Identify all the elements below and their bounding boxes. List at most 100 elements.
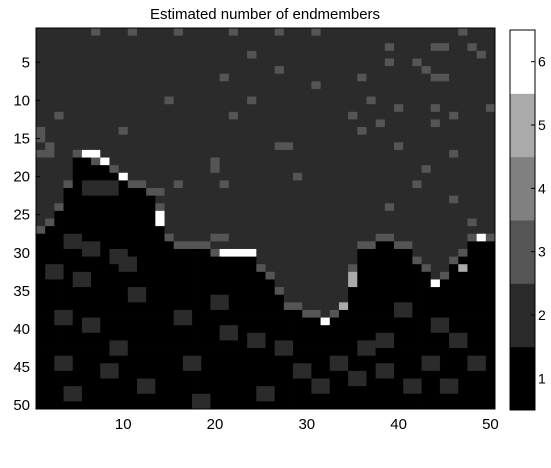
heatmap-cell xyxy=(201,58,211,67)
heatmap-cell xyxy=(412,28,422,37)
heatmap-cell xyxy=(274,355,285,364)
heatmap-cell xyxy=(476,317,487,326)
heatmap-cell xyxy=(136,348,147,357)
heatmap-cell xyxy=(256,111,266,120)
heatmap-cell xyxy=(329,302,340,311)
heatmap-cell xyxy=(91,218,101,227)
heatmap-cell xyxy=(91,58,101,67)
heatmap-cell xyxy=(247,73,257,82)
heatmap-cell xyxy=(182,294,193,303)
heatmap-cell xyxy=(348,340,358,349)
heatmap-cell xyxy=(127,96,138,105)
heatmap-cell xyxy=(274,348,285,357)
heatmap-cell xyxy=(403,248,413,257)
heatmap-cell xyxy=(375,210,386,219)
heatmap-cell xyxy=(247,287,257,296)
heatmap-cell xyxy=(237,172,248,181)
heatmap-cell xyxy=(237,348,248,357)
heatmap-cell xyxy=(283,88,294,97)
heatmap-cell xyxy=(265,355,276,364)
heatmap-cell xyxy=(430,370,441,379)
heatmap-cell xyxy=(320,309,331,318)
heatmap-cell xyxy=(192,386,202,395)
heatmap-cell xyxy=(394,248,404,257)
heatmap-cell xyxy=(485,81,496,90)
heatmap-cell xyxy=(72,370,83,379)
heatmap-cell xyxy=(237,340,248,349)
heatmap-cell xyxy=(403,210,413,219)
heatmap-cell xyxy=(311,66,321,75)
heatmap-cell xyxy=(228,386,239,395)
heatmap-cell xyxy=(81,393,92,402)
heatmap-cell xyxy=(421,104,432,113)
heatmap-cell xyxy=(63,378,74,387)
heatmap-cell xyxy=(366,188,377,197)
heatmap-cell xyxy=(375,226,386,235)
heatmap-cell xyxy=(91,340,101,349)
heatmap-cell xyxy=(146,43,156,52)
heatmap-cell xyxy=(155,210,165,219)
heatmap-cell xyxy=(338,271,349,280)
heatmap-cell xyxy=(348,149,358,158)
heatmap-cell xyxy=(127,355,138,364)
heatmap-cell xyxy=(283,203,294,212)
heatmap-cell xyxy=(54,210,64,219)
heatmap-cell xyxy=(412,210,422,219)
heatmap-cell xyxy=(219,195,230,204)
heatmap-cell xyxy=(338,134,349,143)
heatmap-cell xyxy=(366,66,377,75)
heatmap-cell xyxy=(348,81,358,90)
heatmap-cell xyxy=(311,210,321,219)
heatmap-cell xyxy=(421,355,432,364)
heatmap-cell xyxy=(118,127,129,136)
heatmap-cell xyxy=(403,386,413,395)
heatmap-cell xyxy=(412,348,422,357)
heatmap-cell xyxy=(45,401,55,410)
heatmap-cell xyxy=(338,248,349,257)
heatmap-cell xyxy=(118,96,129,105)
heatmap-cell xyxy=(384,111,395,120)
heatmap-cell xyxy=(449,279,459,288)
x-tick-label: 20 xyxy=(207,416,224,433)
heatmap-cell xyxy=(210,332,220,341)
heatmap-cell xyxy=(293,370,303,379)
heatmap-cell xyxy=(485,363,496,372)
heatmap-cell xyxy=(394,317,404,326)
heatmap-cell xyxy=(458,279,468,288)
heatmap-cell xyxy=(45,50,55,59)
heatmap-cell xyxy=(403,340,413,349)
heatmap-cell xyxy=(403,287,413,296)
heatmap-cell xyxy=(366,43,377,52)
heatmap-cell xyxy=(210,279,220,288)
heatmap-cell xyxy=(449,66,459,75)
heatmap-cell xyxy=(366,309,377,318)
heatmap-cell xyxy=(348,279,358,288)
heatmap-cell xyxy=(146,88,156,97)
heatmap-cell xyxy=(274,73,285,82)
heatmap-cell xyxy=(311,355,321,364)
heatmap-cell xyxy=(173,363,184,372)
heatmap-cell xyxy=(357,119,367,128)
heatmap-cell xyxy=(476,127,487,136)
heatmap-cell xyxy=(36,393,46,402)
heatmap-cell xyxy=(311,172,321,181)
heatmap-cell xyxy=(449,340,459,349)
heatmap-cell xyxy=(394,233,404,242)
heatmap-cell xyxy=(338,226,349,235)
heatmap-cell xyxy=(91,142,101,151)
heatmap-cell xyxy=(329,401,340,410)
heatmap-cell xyxy=(192,66,202,75)
heatmap-cell xyxy=(449,226,459,235)
heatmap-cell xyxy=(348,332,358,341)
heatmap-cell xyxy=(164,142,175,151)
heatmap-cell xyxy=(338,157,349,166)
heatmap-cell xyxy=(449,28,459,37)
heatmap-cell xyxy=(201,294,211,303)
heatmap-cell xyxy=(274,88,285,97)
heatmap-cell xyxy=(394,50,404,59)
heatmap-cell xyxy=(247,134,257,143)
heatmap-cell xyxy=(45,149,55,158)
heatmap-cell xyxy=(458,134,468,143)
heatmap-cell xyxy=(247,279,257,288)
heatmap-cell xyxy=(384,195,395,204)
